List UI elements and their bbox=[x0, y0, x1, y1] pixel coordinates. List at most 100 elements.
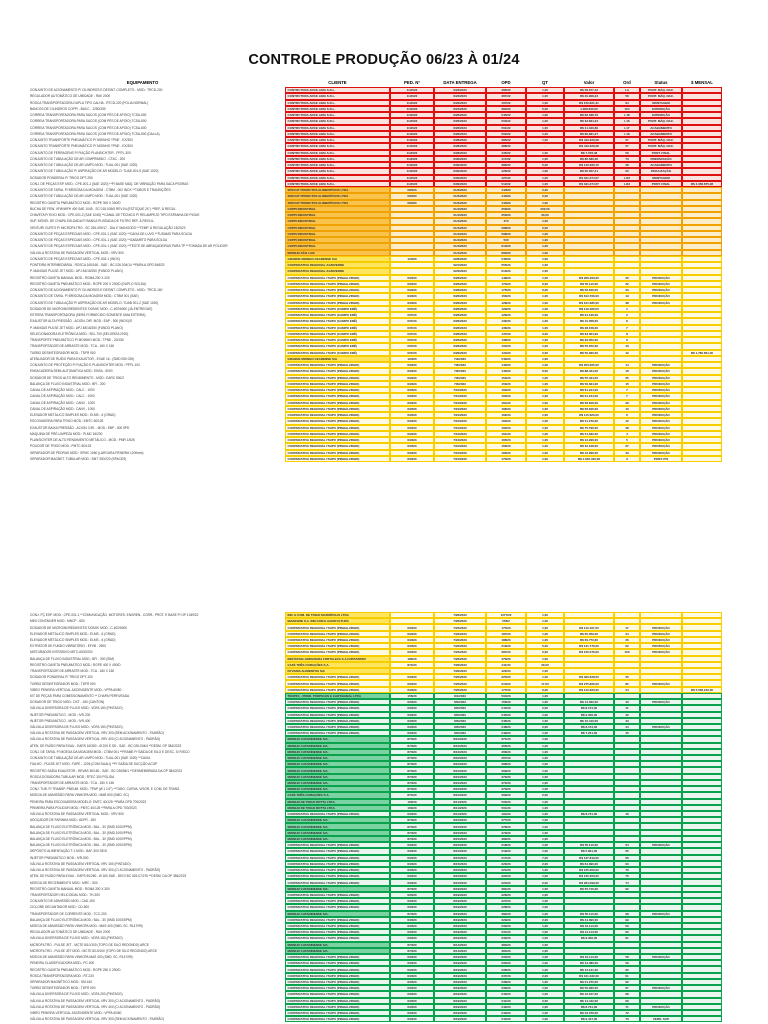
cell-equipamento: REGISTRO GAVETA MANUAL MOD.: RGMA 200 X … bbox=[30, 275, 110, 280]
cell-data-entrega: 8/11/2023 bbox=[434, 811, 486, 818]
cell-ped-numero: 63/023 bbox=[390, 866, 434, 874]
cell-qt: 1,00 bbox=[526, 954, 564, 961]
cell-cliente: COOPERATIVA REGIONAL ITAIPU (CAMPO ERÊ) bbox=[285, 337, 390, 344]
cell-cliente: COOPERATIVA REGIONAL ITAIPU (PINHALZINHO… bbox=[285, 412, 390, 419]
cell-status bbox=[640, 255, 682, 262]
cell-cliente: COOPERATIVA REGIONAL ITAIPU (PINHALZINHO… bbox=[285, 455, 390, 462]
cell-ped-numero: 87/023 bbox=[390, 779, 434, 787]
column-header-data-entrega: DATA ENTREGA bbox=[443, 80, 477, 85]
cell-opd: 417/22 bbox=[486, 155, 526, 162]
cell-cliente: COOPERATIVA REGIONAL ITAIPU (CAMPO ERÊ) bbox=[285, 343, 390, 350]
cell-valor bbox=[564, 268, 614, 275]
cell-cliente: COOPERATIVA REGIONAL ITAIPU (PINHALZINHO… bbox=[285, 978, 390, 986]
cell-status bbox=[640, 667, 682, 675]
cell-ord bbox=[614, 655, 640, 662]
table-row: INJETOR PNEUMÁTICO - MOD.: IVR-400 COOPER… bbox=[0, 717, 768, 724]
cell-mensal bbox=[682, 130, 722, 137]
cell-opd: 555/23 bbox=[486, 262, 526, 269]
cell-cliente: COOPERATIVA REGIONAL ITAIPU (PINHALZINHO… bbox=[285, 430, 390, 437]
cell-ord bbox=[614, 199, 640, 206]
cell-ped-numero: 87/023 bbox=[390, 761, 434, 768]
cell-cliente: COOPERATIVA REGIONAL ITAIPU (PINHALZINHO… bbox=[285, 399, 390, 406]
cell-qt: 2,00 bbox=[526, 860, 564, 867]
cell-mensal bbox=[682, 755, 722, 762]
cell-ped-numero: 63/023 bbox=[390, 898, 434, 905]
cell-opd: 504/23 bbox=[486, 692, 526, 700]
cell-cliente: COOPERATIVA REGIONAL ITAIPU (PINHALZINHO… bbox=[285, 985, 390, 992]
column-header-qt: QT bbox=[542, 80, 548, 85]
cell-ord bbox=[614, 779, 640, 787]
cell-valor bbox=[564, 667, 614, 675]
cell-equipamento: TURBO DESINTEGRADOR MOD.: TDFR 500 bbox=[30, 986, 96, 991]
cell-status bbox=[640, 835, 682, 843]
cell-status: PRODUÇÃO bbox=[640, 1003, 682, 1010]
cell-ord: LA bbox=[614, 87, 640, 94]
cell-ped-numero: 11/2022 bbox=[390, 137, 434, 144]
cell-ped-numero: 87/023 bbox=[390, 773, 434, 780]
cell-mensal bbox=[682, 268, 722, 275]
table-row: SEPARADOR DE PEDRAS MOD.: SPMC 1060 (LAR… bbox=[0, 449, 768, 456]
cell-valor bbox=[564, 904, 614, 911]
cell-qt: 1,00 bbox=[526, 779, 564, 787]
cell-status bbox=[640, 978, 682, 986]
cell-status: PRODUÇÃO bbox=[640, 985, 682, 992]
cell-data-entrega: 7/10/2023 bbox=[434, 412, 486, 419]
cell-opd: 242/23 bbox=[486, 1003, 526, 1010]
cell-valor: R$ 131.776,00 bbox=[564, 643, 614, 650]
cell-data-entrega: 8/5/2023 bbox=[434, 711, 486, 718]
cell-qt: 1,00 bbox=[526, 773, 564, 780]
cell-valor: R$ 58.677,42 bbox=[564, 87, 614, 94]
cell-ord: 7 bbox=[614, 393, 640, 400]
cell-mensal bbox=[682, 811, 722, 818]
cell-ped-numero: 63/023 bbox=[390, 274, 434, 281]
cell-ped-numero bbox=[390, 205, 434, 212]
cell-cliente: CONTRUTORA ARCE LIMA S.R.L. bbox=[285, 155, 390, 162]
cell-ped-numero: 007/23 bbox=[390, 349, 434, 356]
cell-opd: 427/22 bbox=[486, 174, 526, 181]
cell-qt: 1,00 bbox=[526, 667, 564, 675]
cell-ped-numero: 007/23 bbox=[390, 337, 434, 344]
cell-opd: 213/23 bbox=[486, 680, 526, 687]
cell-equipamento: SEPARADOR MAGNET. TUBULAR MOD.: SMT 300/… bbox=[30, 456, 127, 461]
cell-equipamento: EXAUSTOR BAIXA PRESSÃO - ACION. DIR. - M… bbox=[30, 425, 130, 430]
cell-ord: 15 bbox=[614, 380, 640, 387]
cell-status: PRODUÇÃO bbox=[640, 630, 682, 637]
column-header-valor: Valor bbox=[583, 80, 595, 85]
cell-valor bbox=[564, 661, 614, 668]
cell-opd: 228/23 bbox=[486, 904, 526, 911]
cell-mensal bbox=[682, 337, 722, 344]
table-row: PONTEIRA INTERMEDIÁRIA - ROSCA 160/160 -… bbox=[0, 262, 768, 269]
cell-status bbox=[640, 355, 682, 362]
cell-opd: 238/23 bbox=[486, 978, 526, 986]
cell-ped-numero: 87/023 bbox=[390, 910, 434, 917]
table-row: ADOÇADOR DE FARINHA MOD.: ADFR - 300 MOIN… bbox=[0, 817, 768, 824]
cell-ord: 58 bbox=[614, 93, 640, 100]
table-row: CONJUNTO DE TUBULAÇÃO P/ ASPIRAÇÃO DE AR… bbox=[0, 168, 768, 175]
cell-opd: 163/23 bbox=[486, 418, 526, 425]
cell-mensal bbox=[682, 904, 722, 911]
cell-ord bbox=[614, 748, 640, 756]
table-row: VÁLVULA ROTATIVA DE PASSAGEM VERTICAL VR… bbox=[0, 866, 768, 874]
cell-qt: 1,00 bbox=[526, 811, 564, 818]
cell-cliente: COOPERATIVA REGIONAL ITAIPU (PINHALZINHO… bbox=[285, 898, 390, 905]
cell-valor: R$ 8.731,00 bbox=[564, 811, 614, 818]
cell-valor: R$ 16.113,00 bbox=[564, 954, 614, 961]
cell-equipamento: ATEN. DE RUÍDO PARA EXAU - EAPS 50/260 -… bbox=[30, 874, 187, 879]
cell-opd: 387/22 bbox=[486, 93, 526, 100]
cell-ped-numero: 007/23 bbox=[390, 324, 434, 331]
cell-equipamento: MOEGA DE ADMISSÃO PARA VINHOPA MOD.: MAS… bbox=[30, 924, 143, 929]
cell-qt: 1,00 bbox=[526, 455, 564, 462]
cell-opd: 479/23 bbox=[486, 655, 526, 662]
cell-valor bbox=[564, 755, 614, 762]
cell-qt: 1,00 bbox=[526, 966, 564, 973]
cell-mensal bbox=[682, 155, 722, 162]
cell-qt: 1,00 bbox=[526, 891, 564, 899]
cell-valor bbox=[564, 823, 614, 830]
cell-status: PRODUÇÃO bbox=[640, 910, 682, 917]
cell-data-entrega: 6/26/2023 bbox=[434, 118, 486, 125]
cell-qt: 2,00 bbox=[526, 193, 564, 200]
cell-equipamento: MOEGA DE RECEBIMENTO MOD.: MRC - 500 bbox=[30, 880, 98, 885]
cell-valor bbox=[564, 187, 614, 194]
cell-mensal bbox=[682, 985, 722, 992]
cell-status bbox=[640, 779, 682, 787]
